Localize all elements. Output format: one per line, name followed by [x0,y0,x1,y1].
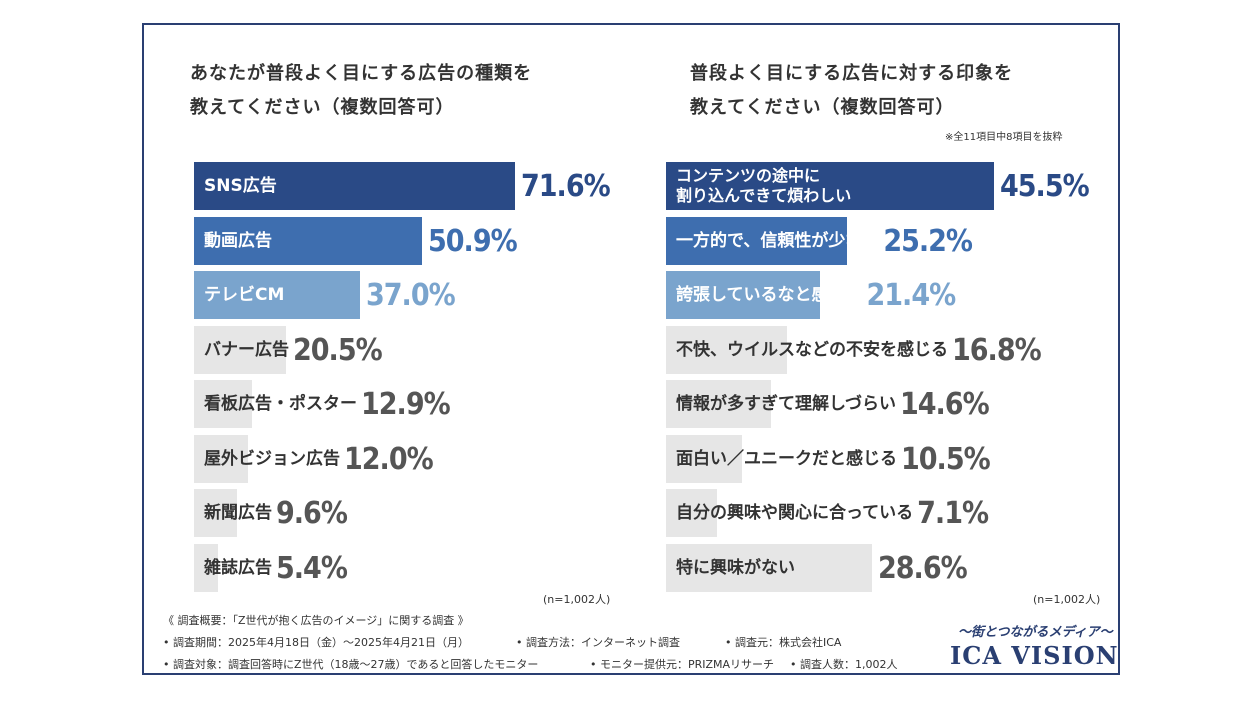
bar-row: 情報が多すぎて理解しづらい 14.6% [666,380,1106,428]
bar-category-label: 特に興味がない [676,558,795,578]
bar-row: 屋外ビジョン広告 12.0% [194,435,634,483]
infographic-frame [142,23,1120,675]
sample-size-left: (n=1,002人) [543,593,611,606]
footer-target: • 調査対象：調査回答時にZ世代（18歳〜27歳）であると回答したモニター [163,658,539,671]
bar-row: 一方的で、信頼性が少ない 25.2% [666,217,1106,265]
bar-category-label: テレビCM [204,285,285,305]
bar-value-label: 16.8% [952,332,1042,368]
bar [194,326,286,374]
bar-value-label: 14.6% [899,386,990,422]
bar-value-label: 37.0% [366,277,456,313]
bar-value-label: 5.4% [276,550,348,586]
bar-row: バナー広告 20.5% [194,326,634,374]
bar-row: 誇張しているなと感じる 21.4% [666,271,1106,319]
bar-category-label: コンテンツの途中に 割り込んできて煩わしい [676,166,852,205]
bar-category-label: 一方的で、信頼性が少ない [676,231,880,251]
bar-value-label: 28.6% [878,550,968,586]
bar-row: SNS広告 71.6% [194,162,634,210]
bar-category-label: 面白い／ユニークだと感じる [676,449,897,469]
footer-count: • 調査人数：1,002人 [790,658,898,671]
bar-category-label: 屋外ビジョン広告 [204,449,340,469]
bar [666,217,847,265]
footer-source: • 調査元：株式会社ICA [725,636,842,649]
bar-category-label: 看板広告・ポスター [204,394,357,414]
chart-note-right: ※全11項目中8項目を抜粋 [945,132,1063,143]
bar-category-label: バナー広告 [204,340,289,360]
bar-category-label: 新聞広告 [204,503,272,523]
bar [666,380,771,428]
bar [194,435,248,483]
footer-method: • 調査方法：インターネット調査 [516,636,680,649]
bar [194,544,218,592]
bar-category-label: 情報が多すぎて理解しづらい [676,394,896,414]
bar-row: 自分の興味や関心に合っている 7.1% [666,489,1106,537]
bar [194,162,515,210]
bar-value-label: 12.0% [344,441,434,477]
brand-tagline: 〜街とつながるメディア〜 [958,625,1113,640]
bar-row: 動画広告 50.9% [194,217,634,265]
bar-category-label: 自分の興味や関心に合っている [676,503,914,523]
bar-value-label: 9.6% [276,495,348,531]
bar-category-label: 誇張しているなと感じる [676,285,863,305]
bar-row: 不快、ウイルスなどの不安を感じる 16.8% [666,326,1106,374]
bar-value-label: 50.9% [428,223,518,259]
bar-row: テレビCM 37.0% [194,271,634,319]
bar [666,544,872,592]
bar-row: 雑誌広告 5.4% [194,544,634,592]
bar-row: 新聞広告 9.6% [194,489,634,537]
bar [194,489,237,537]
bar-value-label: 7.1% [917,495,989,531]
bar-category-label: 雑誌広告 [204,558,272,578]
bar-category-label: 動画広告 [204,231,272,251]
brand-logo: ICA VISION [950,641,1119,670]
bar-value-label: 71.6% [521,168,611,204]
bar-value-label: 25.2% [883,223,973,259]
bar [666,326,787,374]
footer-heading: 《 調査概要：「Z世代が抱く広告のイメージ」に関する調査 》 [163,614,469,627]
bar-row: 特に興味がない 28.6% [666,544,1106,592]
footer-period: • 調査期間：2025年4月18日（金）〜2025年4月21日（月） [163,636,469,649]
bar-value-label: 45.5% [1000,168,1090,204]
bar-value-label: 21.4% [866,277,957,313]
bar [194,217,422,265]
bar [194,271,360,319]
bar-category-label: SNS広告 [204,176,277,196]
bar-value-label: 20.5% [293,332,383,368]
bar-row: 看板広告・ポスター 12.9% [194,380,634,428]
sample-size-right: (n=1,002人) [1033,593,1101,606]
bar [666,162,994,210]
footer-provider: • モニター提供元：PRIZMAリサーチ [590,658,775,671]
bar [666,271,820,319]
chart-title-right: 普段よく目にする広告に対する印象を 教えてください（複数回答可） [690,63,1014,118]
chart-title-left: あなたが普段よく目にする広告の種類を 教えてください（複数回答可） [190,63,533,118]
bar-row: コンテンツの途中に 割り込んできて煩わしい 45.5% [666,162,1106,210]
bar-value-label: 10.5% [901,441,991,477]
bar [194,380,252,428]
bar [666,435,742,483]
bar [666,489,717,537]
bar-value-label: 12.9% [361,386,451,422]
bar-category-label: 不快、ウイルスなどの不安を感じる [676,340,948,360]
bar-row: 面白い／ユニークだと感じる 10.5% [666,435,1106,483]
